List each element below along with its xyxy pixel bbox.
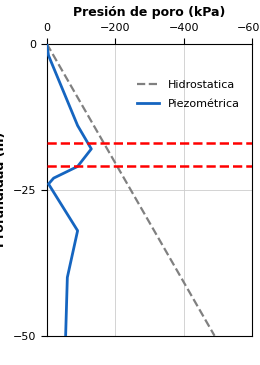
Legend: Hidrostatica, Piezométrica: Hidrostatica, Piezométrica xyxy=(133,76,245,114)
Y-axis label: Profundidad (m): Profundidad (m) xyxy=(0,132,7,247)
Piezométrica xyxy=(90,147,93,151)
Piezométrica xyxy=(47,53,50,58)
Line: Piezométrica: Piezométrica xyxy=(47,44,91,336)
Piezométrica xyxy=(76,164,79,169)
Piezométrica xyxy=(47,182,50,186)
Piezométrica xyxy=(45,42,48,46)
Piezométrica xyxy=(64,334,67,338)
Piezométrica xyxy=(52,176,55,180)
Piezométrica xyxy=(76,123,79,128)
X-axis label: Presión de poro (kPa): Presión de poro (kPa) xyxy=(73,7,226,19)
Piezométrica xyxy=(66,275,69,280)
Piezométrica xyxy=(76,228,79,233)
